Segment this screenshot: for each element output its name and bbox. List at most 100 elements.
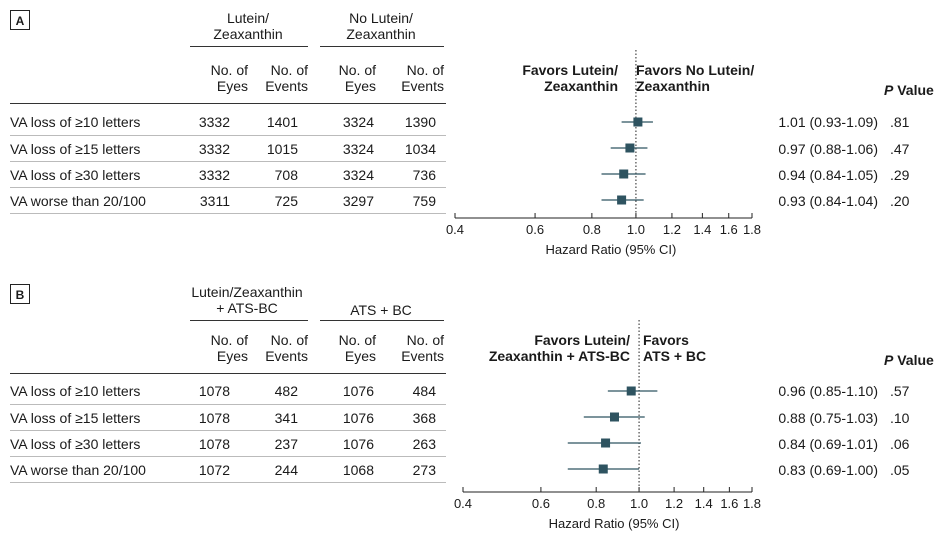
col-header-events2: No. of Events <box>401 332 444 364</box>
col-header-eyes2: No. of Eyes <box>338 62 376 94</box>
col-header-events1: No. of Events <box>265 332 308 364</box>
col-header-eyes1: No. of Eyes <box>210 62 248 94</box>
favors-right-label: Favors ATS + BC <box>643 332 707 364</box>
row-label: VA loss of ≥30 letters <box>10 167 141 183</box>
row-label: VA loss of ≥10 letters <box>10 114 141 130</box>
row-p-value: .81 <box>890 114 910 130</box>
row-eyes2: 3297 <box>342 193 374 209</box>
group1-rule <box>190 320 308 321</box>
group2-label: ATS + BC <box>350 302 412 318</box>
hr-marker <box>617 195 627 205</box>
row-eyes1: 3332 <box>198 167 230 183</box>
row-divider <box>10 135 446 136</box>
row-eyes2: 3324 <box>342 167 374 183</box>
row-divider <box>10 456 446 457</box>
row-p-value: .20 <box>890 193 910 209</box>
row-events2: 484 <box>412 383 436 399</box>
row-p-value: .47 <box>890 141 910 157</box>
col-header-eyes2: No. of Eyes <box>338 332 376 364</box>
row-label: VA loss of ≥10 letters <box>10 383 141 399</box>
row-p-value: .57 <box>890 383 910 399</box>
row-events1: 237 <box>274 436 298 452</box>
row-p-value: .06 <box>890 436 910 452</box>
header-rule <box>10 373 446 374</box>
forest-panel-b: B Lutein/Zeaxanthin + ATS-BC ATS + BC No… <box>0 270 934 540</box>
row-ci-text: 0.96 (0.85-1.10) <box>778 383 878 399</box>
row-events2: 759 <box>412 193 436 209</box>
row-events2: 1034 <box>404 141 436 157</box>
row-events1: 341 <box>274 410 298 426</box>
x-tick-label: 0.8 <box>587 496 605 511</box>
row-p-value: .05 <box>890 462 910 478</box>
row-divider <box>10 187 446 188</box>
panel-label: B <box>10 284 30 304</box>
x-axis-title: Hazard Ratio (95% CI) <box>546 242 677 257</box>
row-ci-text: 0.84 (0.69-1.01) <box>778 436 878 452</box>
row-divider <box>10 430 446 431</box>
pvalue-header: P Value <box>884 82 934 98</box>
row-ci-text: 0.97 (0.88-1.06) <box>778 141 878 157</box>
group1-rule <box>190 46 308 47</box>
hr-marker <box>601 438 611 448</box>
group1-label: Lutein/ Zeaxanthin <box>213 10 283 42</box>
row-eyes2: 3324 <box>342 114 374 130</box>
forest-panel-a: A Lutein/ Zeaxanthin No Lutein/ Zeaxanth… <box>10 10 934 257</box>
x-tick-label: 0.8 <box>583 222 601 237</box>
col-header-eyes1: No. of Eyes <box>210 332 248 364</box>
forest-plot-a: 0.4 0.6 0.8 1.0 1.2 1.4 1.6 1.8 Hazard Ratio (95… <box>446 50 761 257</box>
row-label: VA worse than 20/100 <box>10 462 146 478</box>
x-tick-label: 1.2 <box>665 496 683 511</box>
favors-right-label: Favors No Lutein/ Zeaxanthin <box>636 62 755 94</box>
row-divider <box>10 161 446 162</box>
row-divider <box>10 482 446 483</box>
col-header-events2: No. of Events <box>401 62 444 94</box>
row-eyes1: 3332 <box>198 114 230 130</box>
favors-left-label: Favors Lutein/ Zeaxanthin + ATS-BC <box>488 332 630 364</box>
header-rule <box>10 103 446 104</box>
row-ci-text: 1.01 (0.93-1.09) <box>778 114 878 130</box>
row-eyes2: 1076 <box>342 410 374 426</box>
row-events2: 368 <box>412 410 436 426</box>
x-tick-label: 0.4 <box>454 496 472 511</box>
row-divider <box>10 213 446 214</box>
x-tick-label: 1.4 <box>695 496 713 511</box>
row-ci-text: 0.88 (0.75-1.03) <box>778 410 878 426</box>
row-eyes1: 1078 <box>198 436 230 452</box>
row-eyes1: 1078 <box>198 383 230 399</box>
hr-marker <box>626 386 636 396</box>
row-label: VA worse than 20/100 <box>10 193 146 209</box>
forest-plot-b: 0.4 0.6 0.8 1.0 1.2 1.4 1.6 1.8 Hazard Ratio (95… <box>454 320 761 531</box>
group2-rule <box>320 46 444 47</box>
row-eyes2: 1076 <box>342 383 374 399</box>
x-tick-label: 1.0 <box>630 496 648 511</box>
hr-marker <box>625 143 635 153</box>
row-eyes1: 1072 <box>198 462 230 478</box>
row-label: VA loss of ≥15 letters <box>10 141 141 157</box>
hr-marker <box>633 117 643 127</box>
row-eyes2: 1068 <box>342 462 374 478</box>
row-events1: 482 <box>274 383 298 399</box>
group2-rule <box>320 320 444 321</box>
row-eyes1: 3311 <box>199 193 230 209</box>
row-eyes2: 1076 <box>342 436 374 452</box>
row-events1: 725 <box>274 193 298 209</box>
row-eyes1: 1078 <box>198 410 230 426</box>
row-ci-text: 0.93 (0.84-1.04) <box>778 193 878 209</box>
x-tick-label: 1.8 <box>743 496 761 511</box>
group1-label: Lutein/Zeaxanthin + ATS-BC <box>191 284 303 316</box>
x-tick-label: 1.2 <box>663 222 681 237</box>
x-axis-title: Hazard Ratio (95% CI) <box>549 516 680 531</box>
row-events1: 708 <box>274 167 298 183</box>
x-tick-label: 1.0 <box>627 222 645 237</box>
row-events1: 244 <box>274 462 298 478</box>
row-p-value: .10 <box>890 410 910 426</box>
row-ci-text: 0.94 (0.84-1.05) <box>778 167 878 183</box>
x-tick-label: 0.6 <box>532 496 550 511</box>
row-ci-text: 0.83 (0.69-1.00) <box>778 462 878 478</box>
row-divider <box>10 404 446 405</box>
x-tick-label: 0.4 <box>446 222 464 237</box>
x-tick-label: 0.6 <box>526 222 544 237</box>
row-events2: 263 <box>412 436 436 452</box>
row-p-value: .29 <box>890 167 910 183</box>
pvalue-header: P Value <box>884 352 934 368</box>
